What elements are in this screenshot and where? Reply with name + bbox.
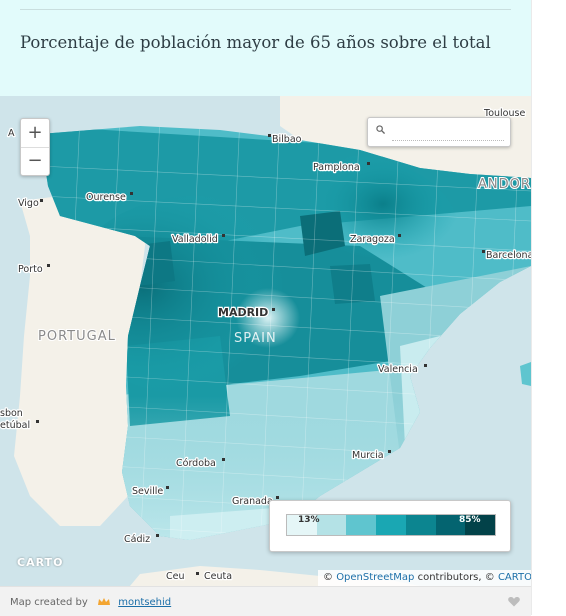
map-title: Porcentaje de población mayor de 65 años…: [20, 33, 491, 52]
region-dark-teruel: [330, 264, 375, 304]
legend-swatch-5: [405, 515, 436, 535]
page-right-margin: [531, 0, 566, 615]
region-dark-soria: [300, 211, 345, 256]
label-ceuta-a: Ceu: [166, 571, 185, 582]
balearic-islands: [520, 362, 531, 386]
legend-swatch-6: [435, 515, 466, 535]
legend: 13% 85%: [269, 500, 511, 552]
label-vigo: Vigo: [18, 198, 39, 209]
label-toulouse: Toulouse: [483, 108, 525, 119]
map-attribution: © OpenStreetMap contributors, © CARTO: [318, 570, 537, 586]
openstreetmap-link[interactable]: OpenStreetMap: [336, 572, 415, 583]
label-lisbon: sbon: [0, 408, 23, 419]
carto-logo: CARTO: [17, 556, 64, 569]
map-canvas[interactable]: Bilbao Pamplona ANDORRA Ourense Vigo Val…: [0, 96, 531, 586]
zoom-divider: [21, 147, 49, 148]
search-icon: [376, 125, 385, 134]
label-ourense: Ourense: [86, 192, 126, 203]
label-cadiz: Cádiz: [124, 534, 150, 545]
label-murcia: Murcia: [352, 450, 384, 461]
legend-swatch-1: [287, 515, 317, 535]
label-barcelona: Barcelona: [486, 250, 531, 261]
made-by-credit: Map created by montsehid: [10, 597, 171, 608]
label-seville: Seville: [132, 486, 163, 497]
choropleth-map[interactable]: Bilbao Pamplona ANDORRA Ourense Vigo Val…: [0, 96, 531, 586]
legend-swatch-7: [465, 515, 496, 535]
legend-swatch-4: [376, 515, 406, 535]
map-footer: Map created by montsehid: [0, 586, 531, 616]
zoom-in-button[interactable]: +: [27, 122, 43, 143]
label-spain: SPAIN: [234, 331, 277, 346]
city-markers: [36, 134, 485, 575]
label-andorra: ANDORRA: [478, 177, 531, 192]
legend-swatch-2: [316, 515, 347, 535]
label-setubal: etúbal: [0, 420, 30, 431]
label-zaragoza: Zaragoza: [350, 234, 395, 245]
legend-max-label: 85%: [459, 515, 481, 525]
zoom-control: + −: [20, 118, 50, 176]
attribution-prefix: ©: [323, 572, 333, 583]
legend-swatch-3: [346, 515, 377, 535]
label-madrid: MADRID: [218, 306, 268, 319]
map-header: Porcentaje de población mayor de 65 años…: [0, 0, 531, 96]
made-by-text: Map created by: [10, 597, 88, 608]
legend-color-ramp: [286, 514, 496, 536]
label-granada: Granada: [232, 496, 273, 507]
heart-icon[interactable]: [508, 596, 520, 607]
label-porto: Porto: [18, 264, 43, 275]
label-bilbao: Bilbao: [272, 134, 302, 145]
label-cordoba: Córdoba: [176, 458, 216, 469]
search-input[interactable]: [392, 124, 504, 141]
zoom-out-button[interactable]: −: [27, 150, 43, 171]
carto-link[interactable]: CARTO: [497, 572, 532, 583]
crown-icon: [98, 598, 111, 605]
label-valladolid: Valladolid: [172, 234, 218, 245]
land-portugal: [14, 196, 150, 526]
author-link[interactable]: montsehid: [118, 597, 172, 608]
search-box: [367, 117, 511, 147]
header-divider: [20, 9, 511, 10]
attribution-middle: contributors, ©: [417, 572, 495, 583]
label-a: A: [8, 128, 15, 139]
label-ceuta-b: Ceuta: [204, 571, 232, 582]
label-portugal: PORTUGAL: [38, 329, 116, 344]
legend-min-label: 13%: [298, 515, 320, 525]
label-pamplona: Pamplona: [313, 162, 360, 173]
label-valencia: Valencia: [378, 364, 418, 375]
